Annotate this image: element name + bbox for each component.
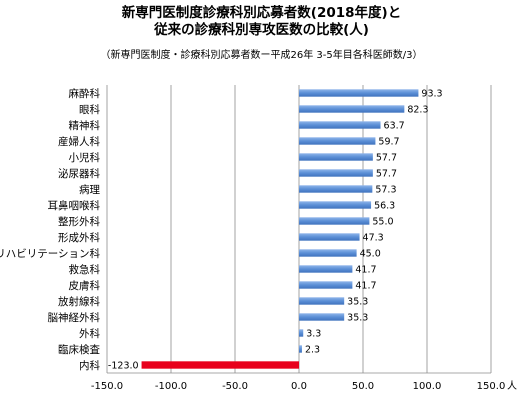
value-label-15: 3.3 (306, 329, 321, 340)
category-label-0: 麻酔科 (69, 87, 101, 100)
bar-12 (299, 281, 353, 289)
x-unit-label: 人 (507, 380, 517, 392)
x-tick-label-1: -100.0 (155, 381, 187, 392)
bar-16 (299, 345, 302, 353)
bar-13 (299, 297, 345, 305)
category-label-3: 産婦人科 (58, 135, 100, 148)
value-label-10: 45.0 (360, 249, 381, 260)
value-label-11: 41.7 (355, 265, 376, 276)
value-label-12: 41.7 (355, 281, 376, 292)
bar-11 (299, 265, 353, 273)
chart-subtitle: （新専門医制度・診療科別応募者数ー平成26年 3-5年目各科医師数/3） (100, 50, 423, 61)
x-tick-label-5: 100.0 (413, 381, 442, 392)
bar-2 (299, 121, 381, 129)
bar-3 (299, 137, 376, 145)
category-label-10: リハビリテーション科 (0, 247, 100, 260)
bar-4 (299, 153, 373, 161)
category-label-15: 外科 (79, 327, 100, 340)
bar-9 (299, 233, 360, 241)
chart-title-line2: 従来の診療科別専攻医数の比較(人) (154, 22, 369, 38)
bar-8 (299, 217, 370, 225)
value-label-7: 56.3 (374, 201, 395, 212)
category-label-11: 救急科 (69, 263, 101, 276)
category-label-17: 内科 (79, 359, 100, 372)
category-label-6: 病理 (79, 183, 100, 196)
bar-0 (299, 89, 419, 97)
category-label-14: 脳神経外科 (48, 311, 101, 324)
x-tick-label-2: -50.0 (222, 381, 248, 392)
x-tick-label-0: -150.0 (91, 381, 123, 392)
bar-6 (299, 185, 373, 193)
category-label-2: 精神科 (69, 119, 101, 132)
value-label-17: -123.0 (108, 361, 139, 372)
value-label-6: 57.3 (375, 185, 396, 196)
bar-7 (299, 201, 372, 209)
value-label-9: 47.3 (363, 233, 384, 244)
bar-15 (299, 329, 304, 337)
value-label-5: 57.7 (376, 169, 397, 180)
value-label-16: 2.3 (305, 345, 320, 356)
category-label-7: 耳鼻咽喉科 (48, 199, 101, 212)
category-label-16: 臨床検査 (58, 343, 100, 356)
bar-14 (299, 313, 345, 321)
value-label-14: 35.3 (347, 313, 368, 324)
value-label-4: 57.7 (376, 153, 397, 164)
bar-10 (299, 249, 357, 257)
value-label-13: 35.3 (347, 297, 368, 308)
category-label-9: 形成外科 (58, 231, 100, 244)
bar-5 (299, 169, 373, 177)
category-label-8: 整形外科 (58, 215, 100, 228)
bar-17 (141, 361, 299, 369)
category-label-5: 泌尿器科 (58, 167, 100, 180)
category-label-12: 皮膚科 (69, 279, 101, 292)
x-tick-label-6: 150.0 (477, 381, 506, 392)
category-label-4: 小児科 (69, 151, 101, 164)
x-tick-label-3: 0.0 (291, 381, 307, 392)
category-label-13: 放射線科 (58, 295, 100, 308)
value-label-1: 82.3 (407, 105, 428, 116)
value-label-8: 55.0 (372, 217, 393, 228)
value-label-2: 63.7 (384, 121, 405, 132)
chart-title-line1: 新専門医制度診療科別応募者数(2018年度)と (121, 5, 402, 21)
value-label-3: 59.7 (378, 137, 399, 148)
value-label-0: 93.3 (421, 89, 442, 100)
x-tick-label-4: 50.0 (352, 381, 374, 392)
category-label-1: 眼科 (79, 103, 100, 116)
bar-1 (299, 105, 405, 113)
